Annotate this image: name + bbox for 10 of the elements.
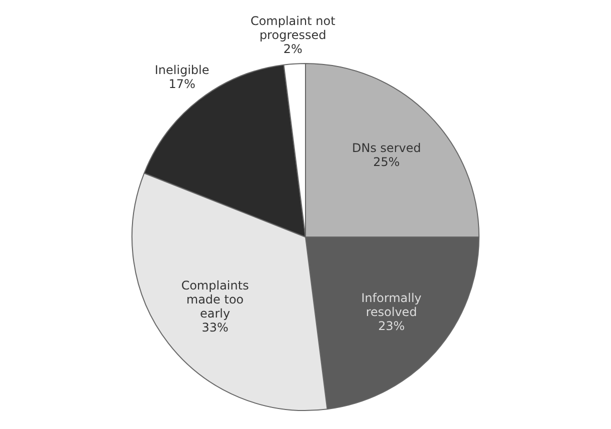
data-label: 25%	[373, 155, 400, 170]
data-label: 33%	[202, 320, 228, 334]
slice-label: Complaints made too early	[181, 278, 249, 320]
data-label: 17%	[168, 76, 196, 91]
slice-label: DNs served	[352, 141, 421, 156]
slice-label: Informally resolved	[361, 290, 422, 319]
slice-label: Ineligible	[154, 62, 210, 77]
data-label: 23%	[378, 318, 405, 333]
data-label: 2%	[283, 42, 302, 56]
slice-label: Complaint not progressed	[250, 14, 336, 42]
